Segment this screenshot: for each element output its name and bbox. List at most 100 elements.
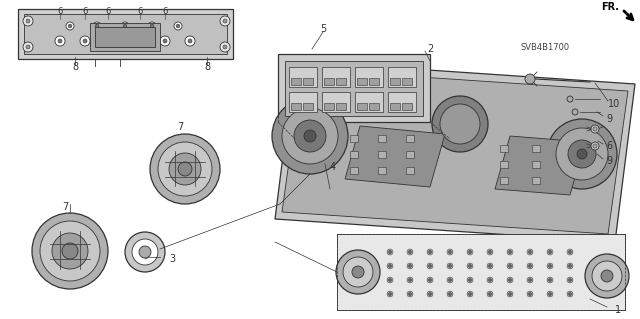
Circle shape xyxy=(527,277,533,283)
Polygon shape xyxy=(406,167,414,174)
Polygon shape xyxy=(500,145,508,152)
Circle shape xyxy=(467,263,473,269)
Circle shape xyxy=(407,249,413,255)
Circle shape xyxy=(468,264,472,268)
Bar xyxy=(402,78,412,85)
Circle shape xyxy=(163,39,167,43)
Circle shape xyxy=(95,24,99,28)
Bar xyxy=(291,78,301,85)
Circle shape xyxy=(135,36,145,46)
Circle shape xyxy=(220,42,230,52)
Circle shape xyxy=(488,264,492,268)
Text: 6: 6 xyxy=(58,6,63,16)
Circle shape xyxy=(150,134,220,204)
Circle shape xyxy=(527,263,533,269)
Circle shape xyxy=(55,36,65,46)
Circle shape xyxy=(176,24,180,28)
Circle shape xyxy=(294,120,326,152)
Circle shape xyxy=(601,270,613,282)
Circle shape xyxy=(548,293,552,295)
Circle shape xyxy=(429,264,431,268)
Polygon shape xyxy=(350,167,358,174)
Circle shape xyxy=(388,264,392,268)
Text: 6: 6 xyxy=(606,141,612,151)
Bar xyxy=(355,67,383,87)
Bar xyxy=(357,103,367,110)
Circle shape xyxy=(591,142,599,150)
Bar xyxy=(322,67,350,87)
Bar xyxy=(388,92,416,112)
Text: 8: 8 xyxy=(204,62,210,72)
Circle shape xyxy=(336,250,380,294)
Circle shape xyxy=(449,278,451,281)
Bar xyxy=(369,78,379,85)
Text: 4: 4 xyxy=(330,162,336,172)
Circle shape xyxy=(432,96,488,152)
Circle shape xyxy=(123,24,127,28)
Circle shape xyxy=(449,293,451,295)
Circle shape xyxy=(387,277,393,283)
Circle shape xyxy=(488,250,492,254)
Circle shape xyxy=(139,246,151,258)
Circle shape xyxy=(547,249,553,255)
Circle shape xyxy=(68,24,72,28)
Circle shape xyxy=(407,277,413,283)
Bar xyxy=(336,103,346,110)
Text: FR.: FR. xyxy=(601,2,619,12)
Circle shape xyxy=(585,254,629,298)
Circle shape xyxy=(568,250,572,254)
Circle shape xyxy=(488,278,492,281)
Circle shape xyxy=(529,293,531,295)
Polygon shape xyxy=(278,54,430,122)
Circle shape xyxy=(121,22,129,30)
Polygon shape xyxy=(378,151,386,158)
Text: 6: 6 xyxy=(83,6,88,16)
Circle shape xyxy=(509,293,511,295)
Circle shape xyxy=(487,249,493,255)
Circle shape xyxy=(220,16,230,26)
Circle shape xyxy=(507,277,513,283)
Circle shape xyxy=(547,263,553,269)
Circle shape xyxy=(447,277,453,283)
Circle shape xyxy=(556,128,608,180)
Circle shape xyxy=(529,278,531,281)
Circle shape xyxy=(388,293,392,295)
Circle shape xyxy=(568,278,572,281)
Bar xyxy=(355,92,383,112)
Text: 5: 5 xyxy=(320,24,326,34)
Circle shape xyxy=(547,119,617,189)
Circle shape xyxy=(26,45,30,49)
Circle shape xyxy=(66,22,74,30)
Circle shape xyxy=(407,263,413,269)
Text: 9: 9 xyxy=(606,114,612,124)
Circle shape xyxy=(567,249,573,255)
Circle shape xyxy=(592,261,622,291)
Circle shape xyxy=(529,264,531,268)
Circle shape xyxy=(468,278,472,281)
Circle shape xyxy=(178,162,192,176)
Circle shape xyxy=(169,153,201,185)
Bar xyxy=(322,92,350,112)
Circle shape xyxy=(487,291,493,297)
Bar xyxy=(18,9,233,59)
Polygon shape xyxy=(500,161,508,168)
Circle shape xyxy=(427,277,433,283)
Circle shape xyxy=(80,36,90,46)
Circle shape xyxy=(577,149,587,159)
Circle shape xyxy=(509,278,511,281)
Circle shape xyxy=(223,19,227,23)
Polygon shape xyxy=(406,151,414,158)
Bar xyxy=(289,67,317,87)
Polygon shape xyxy=(406,135,414,142)
Text: 8: 8 xyxy=(72,62,78,72)
Circle shape xyxy=(449,250,451,254)
Circle shape xyxy=(507,263,513,269)
Circle shape xyxy=(188,39,192,43)
Circle shape xyxy=(507,249,513,255)
Circle shape xyxy=(160,36,170,46)
Circle shape xyxy=(106,39,110,43)
Polygon shape xyxy=(345,126,445,187)
Polygon shape xyxy=(350,151,358,158)
Bar xyxy=(390,78,400,85)
Circle shape xyxy=(527,249,533,255)
